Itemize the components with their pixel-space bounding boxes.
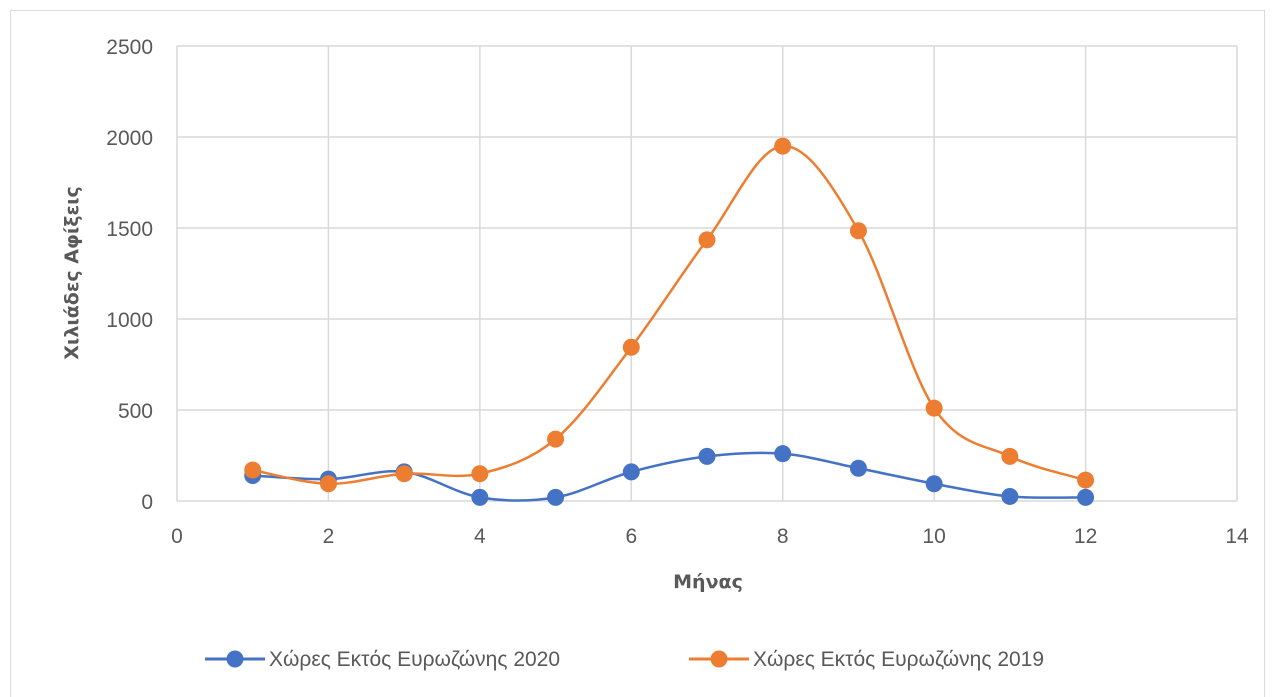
data-point-series-0 xyxy=(1001,487,1019,505)
legend-item-2020: Χώρες Εκτός Ευρωζώνης 2020 xyxy=(205,648,560,671)
y-tick-label: 500 xyxy=(118,400,153,423)
x-tick-label: 10 xyxy=(922,525,945,548)
series-points xyxy=(244,137,1095,506)
y-tick-labels: 0 500 1000 1500 2000 2500 xyxy=(106,36,153,514)
x-tick-label: 4 xyxy=(474,525,486,548)
x-tick-label: 8 xyxy=(777,525,789,548)
data-point-series-0 xyxy=(698,447,716,465)
data-point-series-1 xyxy=(698,231,716,249)
x-axis-title: Μήνας xyxy=(673,571,743,593)
x-tick-label: 0 xyxy=(171,525,183,548)
x-tick-label: 6 xyxy=(625,525,637,548)
legend-marker-2020 xyxy=(226,650,244,668)
data-point-series-1 xyxy=(395,465,413,483)
x-tick-label: 14 xyxy=(1225,525,1249,548)
data-point-series-1 xyxy=(244,461,262,479)
series-lines xyxy=(252,144,1086,502)
x-tick-label: 2 xyxy=(323,525,335,548)
x-tick-labels: 0 2 4 6 8 10 12 14 xyxy=(171,525,1249,548)
data-point-series-0 xyxy=(547,488,565,506)
legend: Χώρες Εκτός Ευρωζώνης 2020 Χώρες Εκτός Ε… xyxy=(205,648,1044,671)
y-tick-label: 0 xyxy=(141,491,153,514)
legend-label-2020: Χώρες Εκτός Ευρωζώνης 2020 xyxy=(269,648,560,671)
data-point-series-1 xyxy=(547,430,565,448)
data-point-series-1 xyxy=(319,475,337,493)
data-point-series-1 xyxy=(849,222,867,240)
y-tick-label: 2500 xyxy=(106,36,153,59)
y-tick-label: 1000 xyxy=(106,309,153,332)
y-tick-label: 2000 xyxy=(106,127,153,150)
x-tick-label: 12 xyxy=(1074,525,1097,548)
data-point-series-1 xyxy=(774,137,792,155)
legend-marker-2019 xyxy=(710,650,728,668)
y-tick-label: 1500 xyxy=(106,218,153,241)
data-point-series-0 xyxy=(622,463,640,481)
y-axis-title: Χιλιάδες Αφίξεις xyxy=(61,186,83,359)
chart-frame xyxy=(10,10,1265,697)
data-point-series-1 xyxy=(925,399,943,417)
legend-label-2019: Χώρες Εκτός Ευρωζώνης 2019 xyxy=(753,648,1044,671)
data-point-series-1 xyxy=(1077,471,1095,489)
data-point-series-1 xyxy=(471,465,489,483)
data-point-series-0 xyxy=(849,459,867,477)
data-point-series-1 xyxy=(622,338,640,356)
data-point-series-0 xyxy=(925,475,943,493)
grid-lines xyxy=(176,45,1238,502)
data-point-series-0 xyxy=(471,488,489,506)
data-point-series-0 xyxy=(1077,488,1095,506)
legend-item-2019: Χώρες Εκτός Ευρωζώνης 2019 xyxy=(689,648,1044,671)
data-point-series-0 xyxy=(774,445,792,463)
data-point-series-1 xyxy=(1001,447,1019,465)
series-line-1 xyxy=(252,144,1086,485)
